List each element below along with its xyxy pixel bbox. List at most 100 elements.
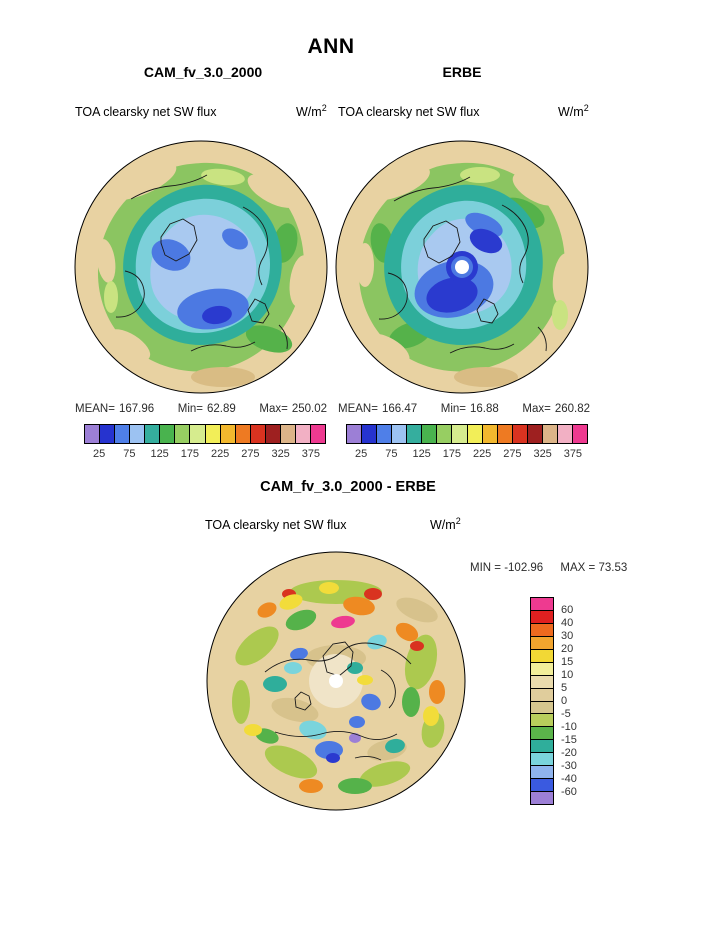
pole-missing-data-dot [455,260,469,274]
cam-mean: MEAN= 167.96 [75,403,155,415]
colorbar-segment [190,425,206,443]
erbe-mean: MEAN= 166.47 [338,403,418,415]
colorbar-segment [85,425,101,443]
diff-colorbar: 60 40 30 20 15 10 5 0 -5 -10 -15 -20 -30 -40 -60 [530,597,577,805]
colorbar-segment [531,779,553,793]
colorbar-tick-label: 75 [123,448,136,460]
diff-variable-label: TOA clearsky net SW flux [205,518,347,532]
diff-min-value: -102.96 [504,562,544,574]
colorbar-tick-label: 40 [561,617,574,629]
cam-variable-label: TOA clearsky net SW flux [75,105,217,119]
colorbar-segment [265,425,281,443]
colorbar-segment [160,425,176,443]
colorbar-tick-label: -30 [561,760,577,772]
pole-missing-data-dot [329,674,343,688]
colorbar-segment [531,623,553,637]
colorbar-segment [557,425,573,443]
colorbar-segment [531,610,553,624]
cam-min: Min= 62.89 [177,403,236,415]
diff-min-label: MIN = [470,562,501,574]
colorbar-segment [422,425,438,443]
colorbar-segment [362,425,378,443]
colorbar-tick-label: 325 [271,448,290,460]
colorbar-segment [527,425,543,443]
colorbar-segment [280,425,296,443]
colorbar-tick-label: 275 [241,448,260,460]
colorbar-segment [512,425,528,443]
diff-max-value: 73.53 [598,562,628,574]
colorbar-tick-label: 275 [503,448,522,460]
colorbar-segment [482,425,498,443]
colorbar-segment [467,425,483,443]
colorbar-tick-label: 125 [412,448,431,460]
cam-max: Max= 250.02 [259,403,327,415]
diff-polar-map [206,551,466,811]
colorbar-tick-label: 15 [561,656,574,668]
colorbar-segment [497,425,513,443]
cam-panel-title: CAM_fv_3.0_2000 [143,64,263,80]
diff-units-label: W/m2 [430,516,461,533]
colorbar-tick-label: 175 [180,448,200,460]
colorbar-tick-label: 175 [442,448,462,460]
colorbar-tick-label: 325 [533,448,552,460]
erbe-stats: MEAN= 166.47 Min= 16.88 Max= 260.82 [338,403,590,415]
colorbar-tick-label: 10 [561,669,574,681]
colorbar-tick-label: -5 [561,708,571,720]
cam-polar-map [74,140,328,394]
coastlines [378,176,547,354]
colorbar-tick-label: 25 [93,448,106,460]
colorbar-tick-label: 60 [561,604,574,616]
diff-minmax: MIN = -102.96 MAX = 73.53 [470,562,627,574]
coastlines [115,174,288,352]
colorbar-segment [347,425,363,443]
colorbar-segment [407,425,423,443]
colorbar-segment [531,688,553,702]
colorbar-tick-label: -40 [561,773,577,785]
cam-units-label: W/m2 [296,103,327,120]
colorbar-segment [531,740,553,754]
colorbar-tick-label: 25 [355,448,368,460]
diff-panel-title: CAM_fv_3.0_2000 - ERBE [260,479,436,495]
colorbar-segment [531,636,553,650]
colorbar-segment [531,727,553,741]
colorbar-ticks: 25 75 125 175 225 275 325 375 [346,448,588,461]
colorbar-segment [531,792,553,804]
colorbar-tick-label: 0 [561,695,568,707]
page-title: ANN [307,35,355,58]
colorbar-segment [452,425,468,443]
cam-colorbar: 25 75 125 175 225 275 325 375 [84,424,326,461]
erbe-min: Min= 16.88 [440,403,499,415]
colorbar-segment [531,598,553,611]
colorbar-segment [310,425,325,443]
erbe-max: Max= 260.82 [522,403,590,415]
erbe-polar-map [335,140,589,394]
diff-max-label: MAX = [560,562,596,574]
colorbar-segment [572,425,587,443]
cam-stats: MEAN= 167.96 Min= 62.89 Max= 250.02 [75,403,327,415]
colorbar-tick-label: 75 [385,448,398,460]
colorbar-tick-label: 30 [561,630,574,642]
colorbar-segment [392,425,408,443]
colorbar-tick-label: 375 [563,448,583,460]
colorbar-tick-label: -10 [561,721,577,733]
colorbar-segment [175,425,191,443]
colorbar-segment [542,425,558,443]
colorbar-segment [437,425,453,443]
colorbar-bar [346,424,588,444]
colorbar-segment [220,425,236,443]
colorbar-tick-label: 125 [150,448,169,460]
colorbar-bar [84,424,326,444]
colorbar-segment [130,425,146,443]
colorbar-segment [377,425,393,443]
diff-colorbar-bar [530,597,554,805]
colorbar-segment [531,714,553,728]
colorbar-tick-label: 20 [561,643,574,655]
erbe-units-label: W/m2 [558,103,589,120]
colorbar-segment [531,753,553,767]
colorbar-tick-label: -60 [561,786,577,798]
erbe-variable-label: TOA clearsky net SW flux [338,105,480,119]
erbe-colorbar: 25 75 125 175 225 275 325 375 [346,424,588,461]
colorbar-segment [205,425,221,443]
colorbar-segment [295,425,311,443]
